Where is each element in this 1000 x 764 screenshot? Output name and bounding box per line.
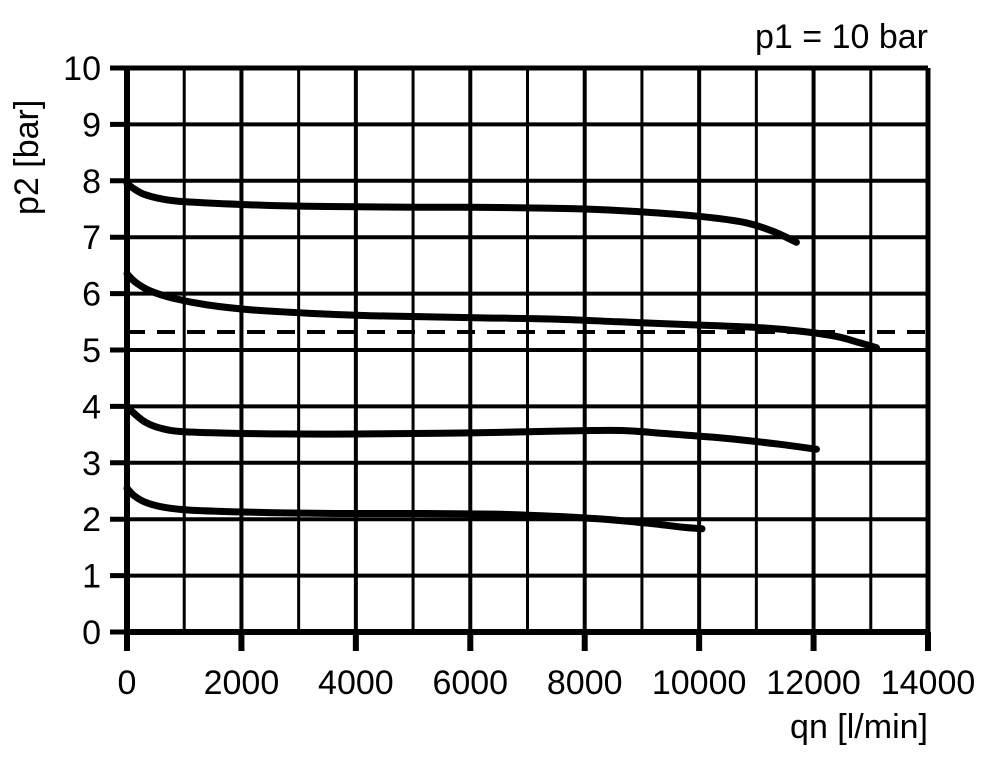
y-tick-label: 3	[82, 445, 101, 483]
x-tick-label: 8000	[547, 664, 623, 702]
data-series	[123, 180, 881, 533]
y-tick-label: 7	[82, 219, 101, 257]
x-tick-label: 4000	[318, 664, 394, 702]
y-tick-label: 1	[82, 558, 101, 596]
x-tick-label: 14000	[881, 664, 976, 702]
x-axis-ticks	[124, 632, 931, 651]
y-tick-label: 2	[82, 501, 101, 539]
y-axis-title: p2 [bar]	[8, 100, 46, 215]
series-curve-set-pressure-6-bar	[123, 270, 881, 352]
inlet-pressure-annotation: p1 = 10 bar	[755, 18, 928, 56]
series-curve-set-pressure-4-bar	[123, 402, 820, 453]
x-tick-label: 10000	[652, 664, 747, 702]
x-axis-tick-labels: 0 2000 4000 6000 8000 10000 12000 14000	[118, 664, 976, 702]
x-tick-label: 12000	[766, 664, 861, 702]
x-tick-label: 6000	[432, 664, 508, 702]
y-tick-label: 0	[82, 614, 101, 652]
y-tick-label: 5	[82, 332, 101, 370]
y-tick-label: 9	[82, 106, 101, 144]
y-tick-label: 6	[82, 276, 101, 314]
x-axis-title: qn [l/min]	[790, 708, 928, 746]
y-axis-tick-labels: 0 1 2 3 4 5 6 7 8 9 10	[63, 50, 101, 652]
x-tick-label: 0	[118, 664, 137, 702]
y-tick-label: 10	[63, 50, 101, 88]
series-curve-set-pressure-2-bar	[123, 484, 706, 533]
x-tick-label: 2000	[204, 664, 280, 702]
y-tick-label: 4	[82, 388, 101, 426]
y-tick-label: 8	[82, 163, 101, 201]
series-curve-set-pressure-8-bar	[123, 180, 800, 246]
